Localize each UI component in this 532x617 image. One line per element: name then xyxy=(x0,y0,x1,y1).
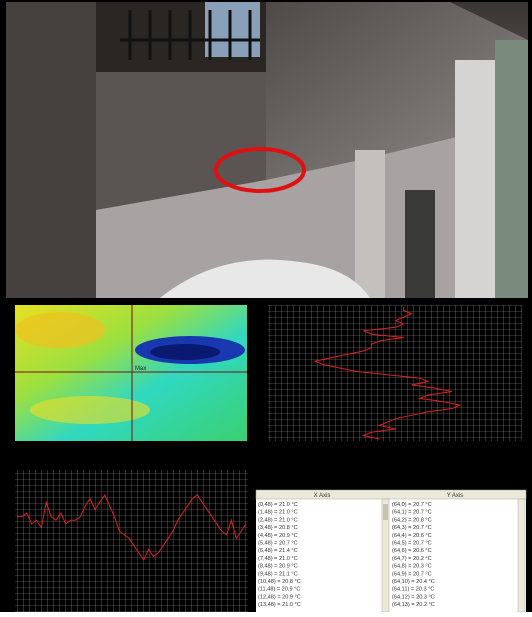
table-cell: (64,8) = 20.3 °C xyxy=(392,564,432,570)
table-cell: (64,11) = 20.3 °C xyxy=(392,587,434,593)
table-cell: (64,4) = 20.6 °C xyxy=(392,533,432,539)
table-cell: (9,48) = 21.1 °C xyxy=(258,571,298,577)
table-cell: (6,48) = 21.4 °C xyxy=(258,548,298,554)
crosshair-label: Max xyxy=(135,366,146,372)
table-cell: (64,2) = 20.8 °C xyxy=(392,517,432,523)
x-profile-line xyxy=(17,493,247,562)
table-cell: (64,6) = 20.6 °C xyxy=(392,548,432,554)
table-cell: (0,48) = 21.0 °C xyxy=(258,502,298,508)
y-profile-line xyxy=(313,307,462,440)
table: X Axis Y Axis xyxy=(255,489,527,613)
thermal-image: Max xyxy=(15,305,247,441)
table-cell: (64,9) = 20.7 °C xyxy=(392,571,432,577)
table-cell: (64,12) = 20.3 °C xyxy=(392,594,435,600)
table-cell: (64,5) = 20.7 °C xyxy=(392,541,432,547)
x-profile-plot xyxy=(15,470,248,612)
column-header: Y Axis xyxy=(447,493,464,499)
table-cell: (11,48) = 20.9 °C xyxy=(258,587,300,593)
table-cell: (3,48) = 20.8 °C xyxy=(258,525,298,531)
table-cell: (64,1) = 20.7 °C xyxy=(392,510,432,516)
table-cell: (13,48) = 21.0 °C xyxy=(258,602,301,608)
photo xyxy=(0,0,532,300)
table-cell: (1,48) = 21.0 °C xyxy=(258,510,298,516)
table-cell: (64,10) = 20.4 °C xyxy=(392,579,435,585)
table-cell: (2,48) = 21.0 °C xyxy=(258,517,298,523)
table-cell: (64,13) = 20.2 °C xyxy=(392,602,435,608)
column-header: X Axis xyxy=(314,493,331,499)
table-cell: (7,48) = 21.0 °C xyxy=(258,556,298,562)
table-cell: (4,48) = 20.9 °C xyxy=(258,533,298,539)
table-cell: (64,3) = 20.7 °C xyxy=(392,525,432,531)
scrollbar[interactable] xyxy=(517,498,526,613)
table-cell: (10,48) = 20.8 °C xyxy=(258,579,301,585)
table-cell: (12,48) = 20.9 °C xyxy=(258,594,301,600)
y-profile-plot xyxy=(268,305,522,441)
table-cell: (5,48) = 20.7 °C xyxy=(258,541,298,547)
table-cell: (64,0) = 20.7 °C xyxy=(392,502,432,508)
table-cell: (64,7) = 20.2 °C xyxy=(392,556,432,562)
table-cell: (8,48) = 20.9 °C xyxy=(258,564,298,570)
scroll-thumb[interactable] xyxy=(383,504,388,520)
